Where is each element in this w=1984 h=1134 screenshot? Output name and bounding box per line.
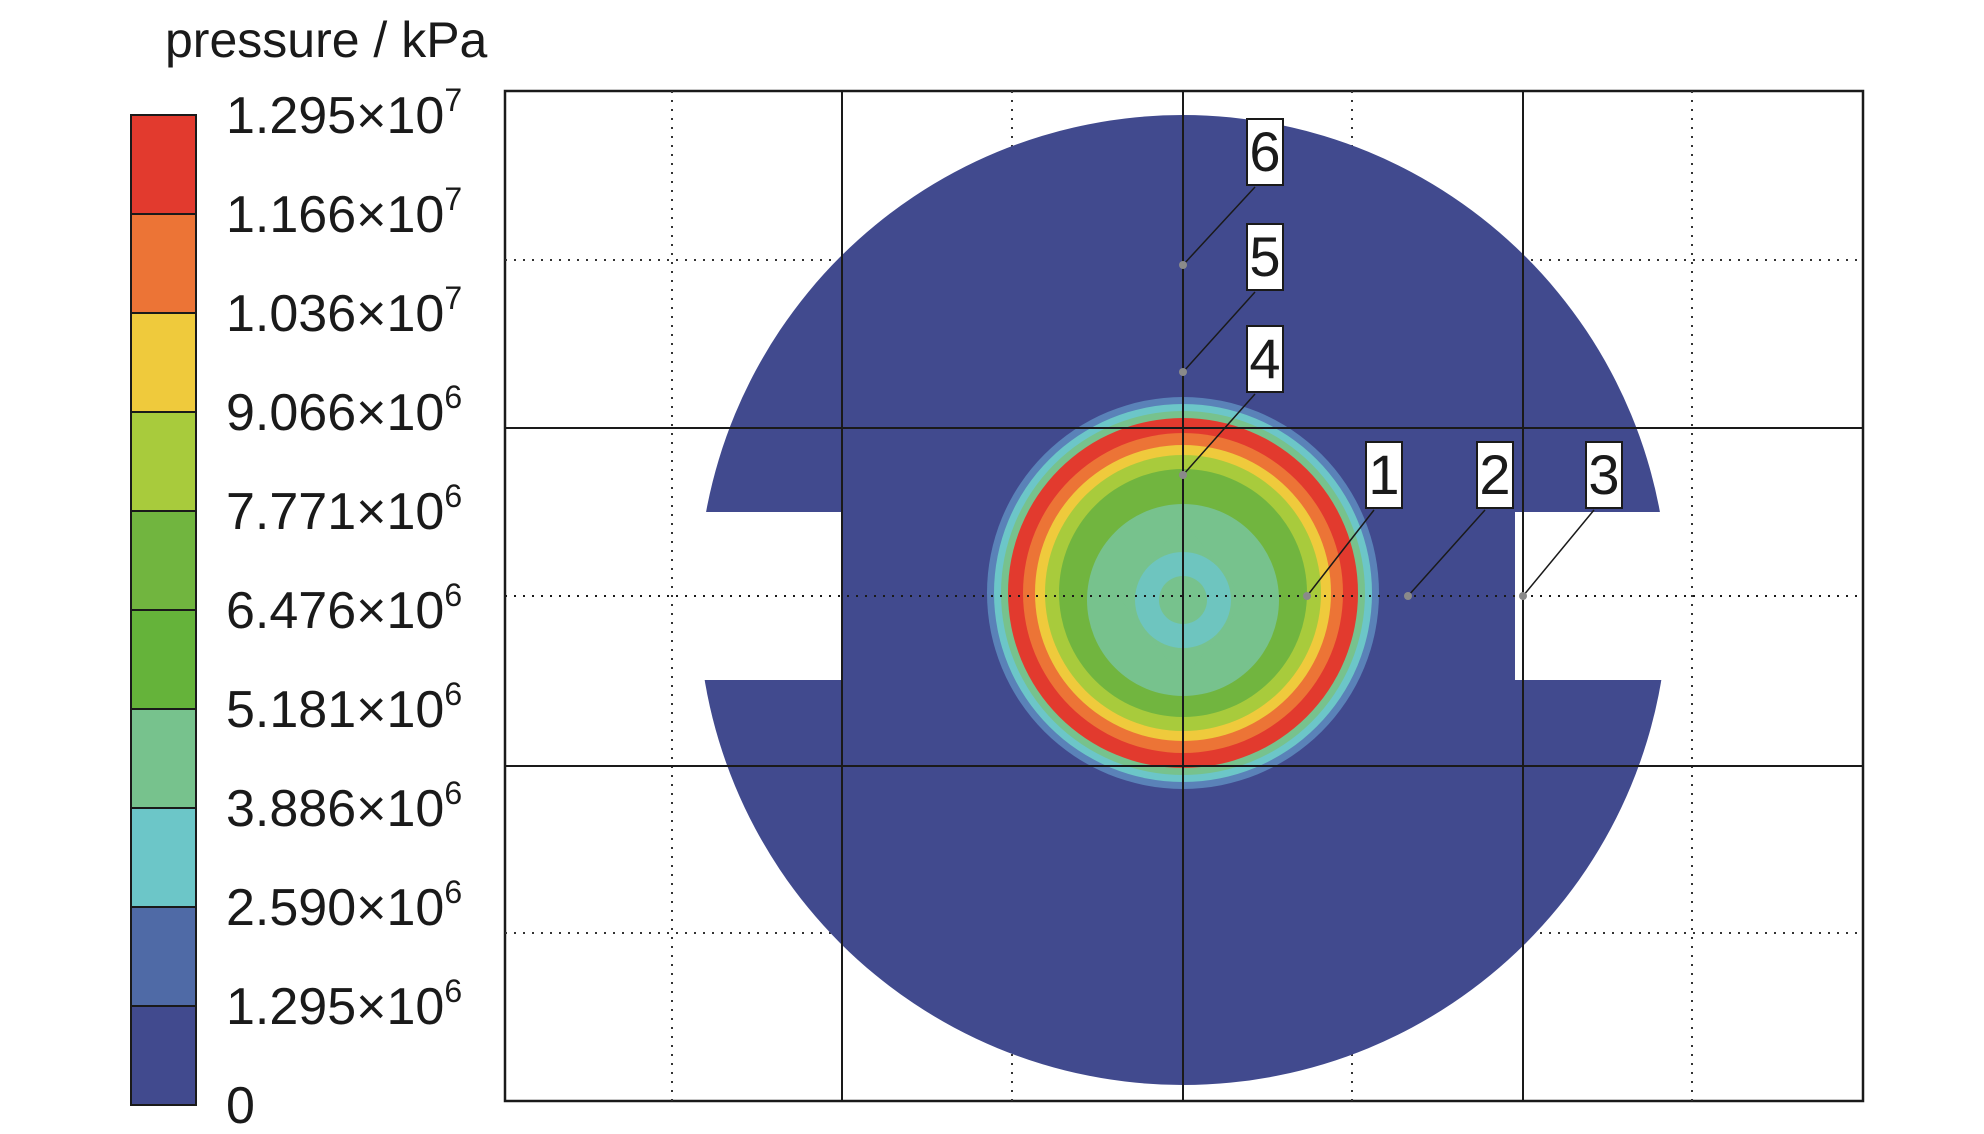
- point-2-marker: [1404, 592, 1412, 600]
- point-4-marker: [1179, 471, 1187, 479]
- legend-tick-labels: 1.295×107 1.166×107 1.036×107 9.066×106 7.77…: [226, 82, 462, 1134]
- point-3-label-box: [1585, 441, 1623, 509]
- legend-tick-label: 7.771×106: [226, 478, 462, 541]
- legend-band-9: [130, 1005, 197, 1106]
- legend-band-3: [130, 411, 197, 512]
- legend-band-0: [130, 114, 197, 215]
- legend-tick-label: 1.295×106: [226, 973, 462, 1036]
- legend-tick-label: 6.476×106: [226, 577, 462, 640]
- point-3-marker: [1519, 592, 1527, 600]
- legend-colorbar: [130, 114, 197, 1106]
- legend-tick-label: 1.166×107: [226, 181, 462, 244]
- point-6-leader: [1182, 186, 1256, 266]
- point-1-label-box: [1365, 441, 1403, 509]
- legend-band-7: [130, 807, 197, 908]
- point-3-leader: [1522, 509, 1595, 597]
- legend-tick-label: 2.590×106: [226, 874, 462, 937]
- point-4-leader: [1182, 393, 1256, 476]
- point-6-label-box: [1246, 118, 1284, 186]
- legend-title: pressure / kPa: [165, 12, 488, 68]
- point-5-label: 5: [1249, 225, 1280, 288]
- point-4-label: 4: [1249, 327, 1280, 390]
- major-grid: [505, 91, 1863, 1101]
- legend-band-5: [130, 609, 197, 710]
- legend-tick-label: 5.181×106: [226, 676, 462, 739]
- point-6-label: 6: [1249, 120, 1280, 183]
- point-1-leader: [1306, 509, 1375, 597]
- legend-band-8: [130, 906, 197, 1007]
- legend-band-2: [130, 312, 197, 413]
- measurement-points: 1 2 3 4 5 6: [1179, 118, 1623, 600]
- legend-band-6: [130, 708, 197, 809]
- legend-tick-label: 0: [226, 1077, 255, 1134]
- point-6-marker: [1179, 261, 1187, 269]
- legend-tick-label: 1.036×107: [226, 280, 462, 343]
- point-2-label: 2: [1479, 443, 1510, 506]
- point-1-marker: [1303, 592, 1311, 600]
- point-5-leader: [1182, 291, 1256, 373]
- legend-tick-label: 3.886×106: [226, 775, 462, 838]
- point-2-leader: [1407, 509, 1486, 597]
- legend-band-1: [130, 213, 197, 314]
- point-5-marker: [1179, 368, 1187, 376]
- legend-band-4: [130, 510, 197, 611]
- legend-tick-label: 1.295×107: [226, 82, 462, 145]
- point-4-label-box: [1246, 325, 1284, 393]
- point-2-label-box: [1476, 441, 1514, 509]
- point-1-label: 1: [1368, 443, 1399, 506]
- legend-tick-label: 9.066×106: [226, 379, 462, 442]
- point-3-label: 3: [1588, 443, 1619, 506]
- point-5-label-box: [1246, 223, 1284, 291]
